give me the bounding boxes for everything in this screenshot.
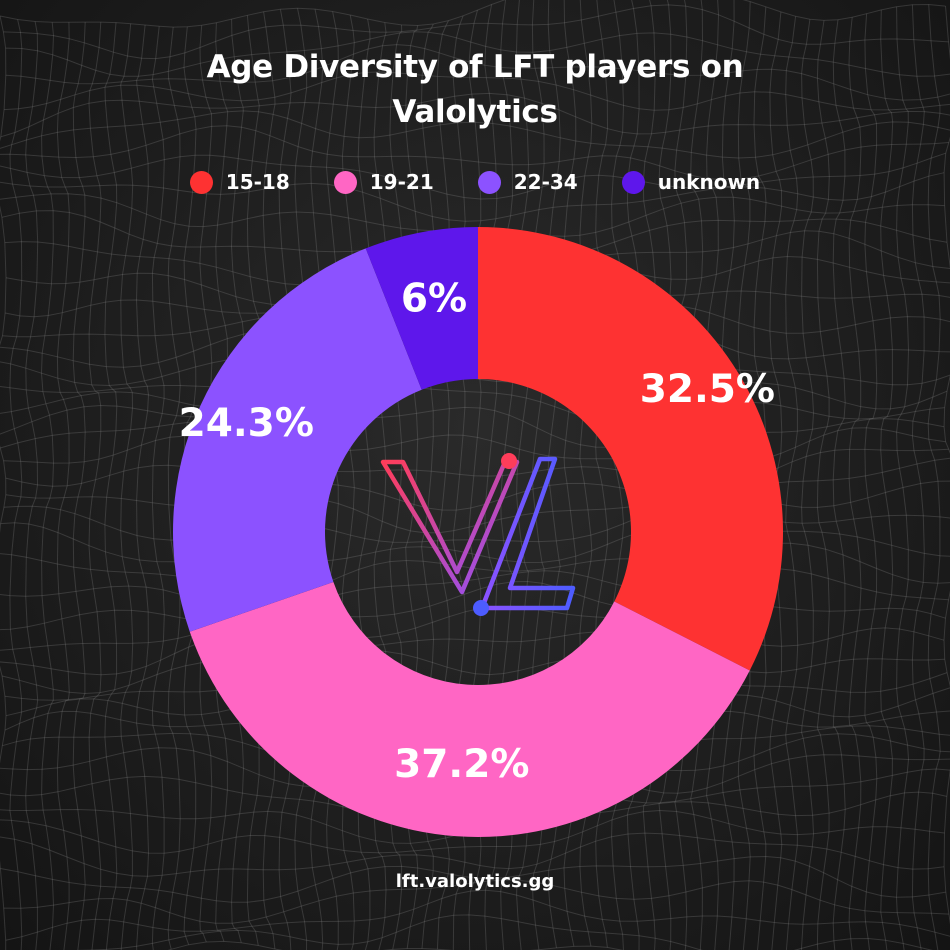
legend-item-15-18: 15-18 [189,170,290,194]
legend-swatch-19-21 [333,170,357,194]
donut-slice-15-18 [478,227,783,671]
slice-value-label-15-18: 32.5% [640,367,775,412]
legend-label-15-18: 15-18 [225,170,290,194]
slice-value-label-19-21: 37.2% [394,742,529,787]
footer-url: lft.valolytics.gg [395,871,555,892]
legend-label-22-34: 22-34 [513,170,578,194]
donut-slice-unknown [365,227,478,390]
donut-slice-19-21 [189,582,750,838]
legend-label-unknown: unknown [657,170,761,194]
donut-slices [173,227,783,838]
valolytics-logo-icon [380,453,576,616]
chart-legend: 15-18 19-21 22-34 unknown [0,170,950,194]
chart-title-line-2: Valolytics [392,94,558,130]
donut-value-labels: 32.5% 37.2% 24.3% 6% [179,277,775,787]
chart-title-line-1: Age Diversity of LFT players on [206,49,744,85]
legend-label-19-21: 19-21 [369,170,434,194]
donut-slice-22-34 [173,248,422,632]
legend-item-19-21: 19-21 [333,170,434,194]
legend-swatch-15-18 [189,170,213,194]
legend-swatch-22-34 [477,170,501,194]
slice-value-label-22-34: 24.3% [179,401,314,446]
slice-value-label-unknown: 6% [401,277,467,322]
legend-item-22-34: 22-34 [477,170,578,194]
legend-item-unknown: unknown [621,170,761,194]
legend-swatch-unknown [621,170,645,194]
